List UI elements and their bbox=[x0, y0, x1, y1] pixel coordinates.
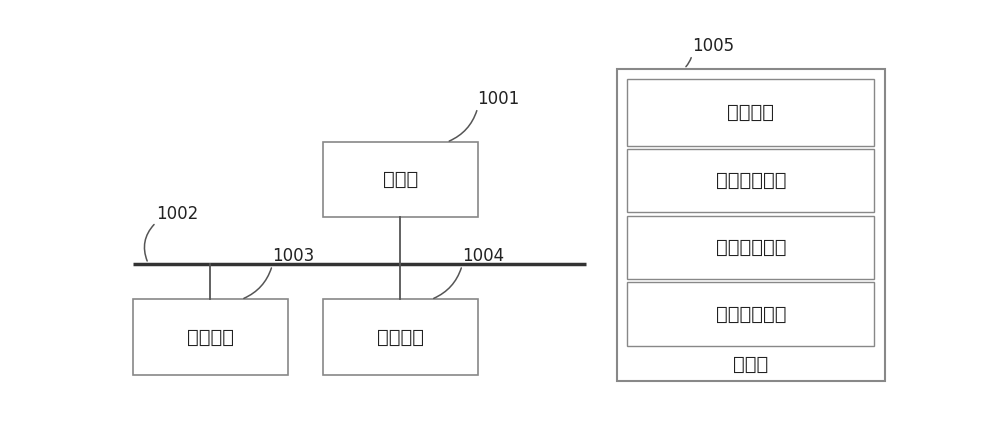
Text: 网络通信模块: 网络通信模块 bbox=[716, 171, 786, 190]
Text: 1003: 1003 bbox=[272, 247, 314, 265]
Text: 网络接口: 网络接口 bbox=[377, 328, 424, 346]
Text: 存储器: 存储器 bbox=[733, 355, 768, 374]
Text: 1002: 1002 bbox=[156, 205, 198, 222]
Bar bbox=[133, 299, 288, 375]
Bar bbox=[627, 79, 874, 146]
Text: 1004: 1004 bbox=[462, 247, 504, 265]
Bar bbox=[627, 282, 874, 345]
Bar bbox=[627, 149, 874, 212]
Text: 1001: 1001 bbox=[478, 90, 520, 108]
Bar bbox=[323, 299, 478, 375]
Bar bbox=[627, 216, 874, 279]
Text: 用户接口: 用户接口 bbox=[187, 328, 234, 346]
Text: 用户接口模块: 用户接口模块 bbox=[716, 238, 786, 257]
Text: 边缘触控程序: 边缘触控程序 bbox=[716, 305, 786, 324]
Bar bbox=[323, 142, 478, 218]
Text: 1005: 1005 bbox=[692, 37, 734, 55]
Text: 操作系统: 操作系统 bbox=[727, 103, 774, 122]
Bar bbox=[617, 69, 885, 381]
Text: 处理器: 处理器 bbox=[382, 170, 418, 189]
